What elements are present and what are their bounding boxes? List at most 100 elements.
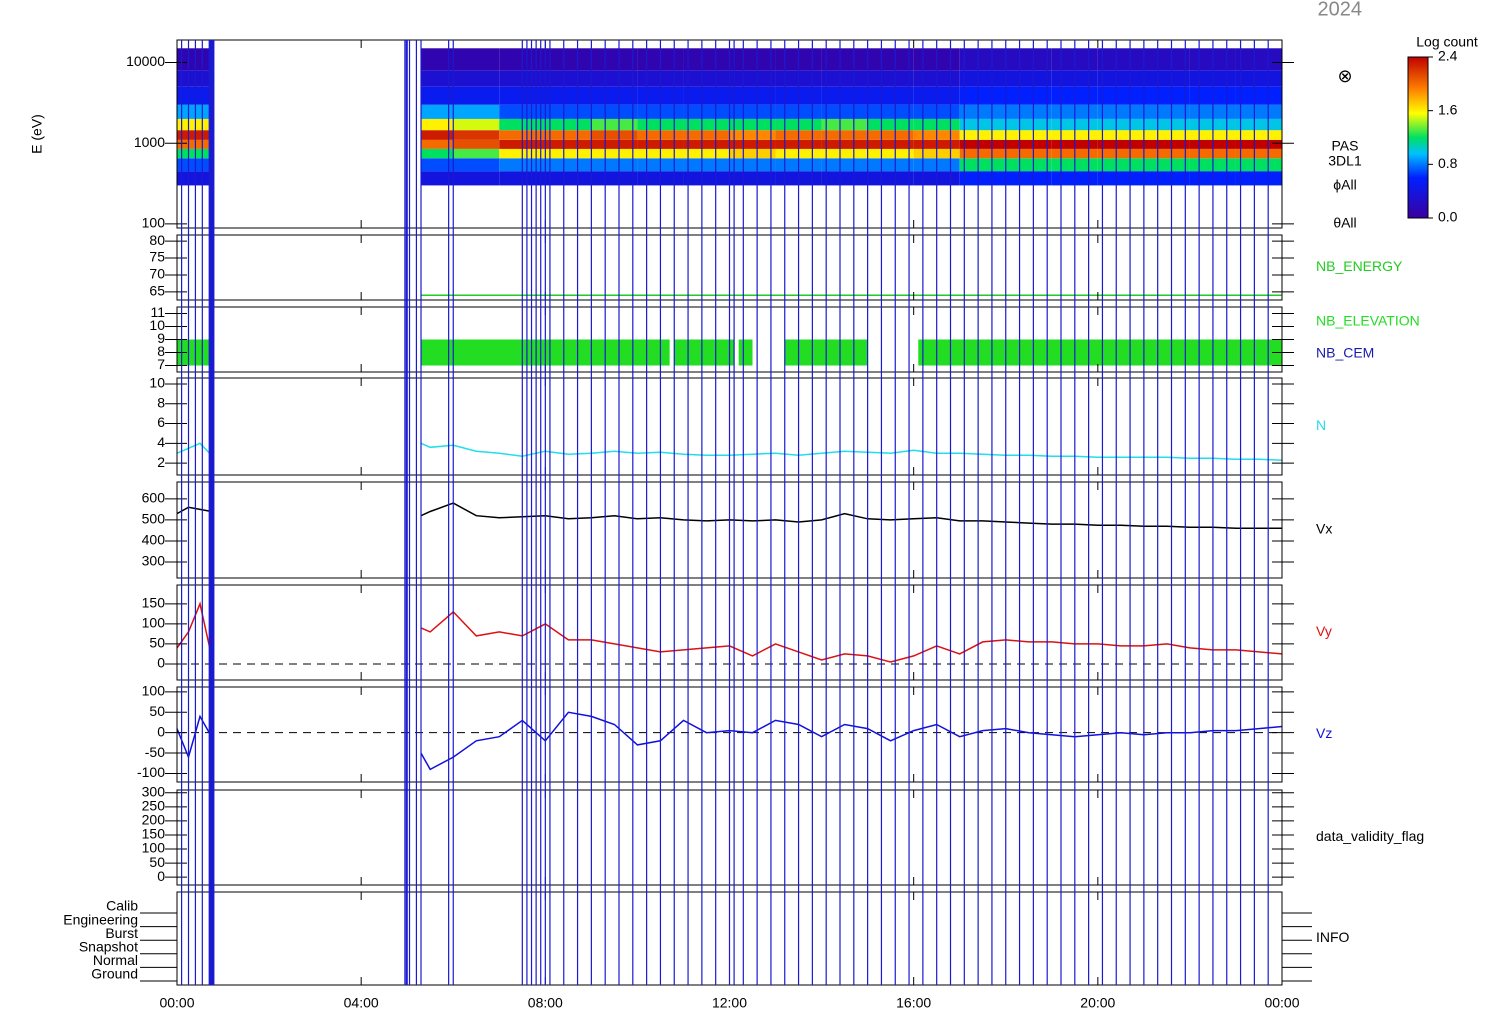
heatmap-cell — [867, 104, 914, 119]
heatmap-cell — [867, 148, 914, 159]
x-tick-label: 20:00 — [1080, 995, 1115, 1011]
heatmap-cell — [1143, 70, 1190, 87]
y-tick-label: 500 — [142, 511, 166, 527]
y-tick-label: 50 — [149, 854, 165, 870]
colorbar — [1407, 56, 1429, 219]
heatmap-cell — [821, 171, 868, 186]
heatmap-cell — [1143, 139, 1190, 149]
category-label: Burst — [105, 925, 138, 941]
heatmap-cell — [1235, 70, 1282, 87]
heatmap-cell — [683, 104, 730, 119]
x-tick-label: 08:00 — [528, 995, 563, 1011]
y-tick-label: 70 — [149, 266, 165, 282]
heatmap-cell — [821, 104, 868, 119]
heatmap-cell — [1143, 118, 1190, 131]
heatmap-cell — [821, 70, 868, 87]
x-tick-label: 00:00 — [1264, 995, 1299, 1011]
heatmap-cell — [421, 86, 454, 105]
y-tick-label: 400 — [142, 532, 166, 548]
heatmap-cell — [959, 86, 1006, 105]
heatmap-cell — [1097, 171, 1144, 186]
heatmap-cell — [421, 104, 454, 119]
y-tick-label: 100 — [142, 215, 166, 231]
heatmap-cell — [545, 104, 592, 119]
category-label: Normal — [93, 952, 138, 968]
heatmap-cell — [453, 48, 500, 71]
heatmap-cell — [821, 48, 868, 71]
y-tick-label: 100 — [142, 615, 166, 631]
data-line — [176, 502, 1282, 530]
heatmap-cell — [867, 48, 914, 71]
instrument-label: PAS — [1332, 138, 1359, 154]
band-span — [738, 339, 753, 366]
panel: INFO CalibEngineeringBurstSnapshotNormalG… — [63, 891, 1350, 1011]
y-tick-label: 10 — [149, 375, 165, 391]
y-tick-label: 150 — [142, 826, 166, 842]
heatmap-cell — [821, 86, 868, 105]
heatmap-cell — [545, 86, 592, 105]
heatmap-cell — [729, 70, 776, 87]
heatmap-cell — [453, 148, 500, 159]
category-label: Engineering — [63, 911, 138, 927]
heatmap-cell — [545, 158, 592, 172]
heatmap-cell — [683, 171, 730, 186]
y-tick-label: 0 — [157, 723, 165, 739]
y-tick-label: 80 — [149, 232, 165, 248]
heatmap-cell — [1097, 158, 1144, 172]
heatmap-cell — [729, 139, 776, 149]
heatmap-cell — [867, 139, 914, 149]
y-tick-label: 200 — [142, 812, 166, 828]
y-tick-label: 9 — [157, 330, 165, 346]
x-tick-label: 04:00 — [344, 995, 379, 1011]
y-tick-label: 11 — [150, 304, 165, 320]
heatmap-cell — [729, 171, 776, 186]
colorbar-tick-label: 1.6 — [1438, 101, 1458, 117]
instrument-label: ϕAll — [1333, 177, 1356, 193]
heatmap-cell — [729, 48, 776, 71]
heatmap-cell — [729, 148, 776, 159]
heatmap-cell — [591, 171, 638, 186]
heatmap-cell — [1097, 70, 1144, 87]
heatmap-cell — [729, 158, 776, 172]
heatmap-cell — [1235, 148, 1282, 159]
heatmap-cell — [683, 48, 730, 71]
heatmap-cell — [591, 104, 638, 119]
heatmap-cell — [959, 130, 1006, 140]
heatmap-cell — [1235, 118, 1282, 131]
y-tick-label: 4 — [157, 434, 165, 450]
data-line — [176, 442, 1283, 461]
y-axis-label: E (eV) — [29, 114, 45, 154]
series-label: Vz — [1316, 725, 1332, 741]
heatmap-cell — [1143, 130, 1190, 140]
heatmap-cell — [1005, 130, 1052, 140]
heatmap-cell — [421, 148, 454, 159]
heatmap-cell — [959, 70, 1006, 87]
heatmap-cell — [1097, 48, 1144, 71]
x-tick-label: 00:00 — [159, 995, 194, 1011]
heatmap-cell — [1097, 86, 1144, 105]
heatmap-cell — [1005, 104, 1052, 119]
y-tick-label: 600 — [142, 490, 166, 506]
heatmap-cell — [959, 104, 1006, 119]
panel: N 2 4 6 8 10 — [149, 375, 1326, 476]
band-span — [918, 339, 1282, 366]
chart-title: 2024 — [1318, 0, 1363, 20]
category-label: Calib — [106, 898, 138, 914]
y-tick-label: 8 — [157, 343, 165, 359]
colorbar-tick-label: 0.8 — [1438, 155, 1458, 171]
symbol: ⊗ — [1337, 66, 1352, 86]
colorbar-tick-label: 0.0 — [1438, 209, 1458, 225]
heatmap-cell — [421, 118, 454, 131]
heatmap-cell — [821, 158, 868, 172]
series-label: INFO — [1316, 929, 1350, 945]
heatmap-cell — [683, 158, 730, 172]
heatmap-cell — [1143, 48, 1190, 71]
heatmap-cell — [421, 48, 454, 71]
instrument-label: θAll — [1333, 215, 1356, 231]
heatmap-cell — [959, 171, 1006, 186]
heatmap-cell — [1005, 171, 1052, 186]
heatmap-cell — [1005, 148, 1052, 159]
